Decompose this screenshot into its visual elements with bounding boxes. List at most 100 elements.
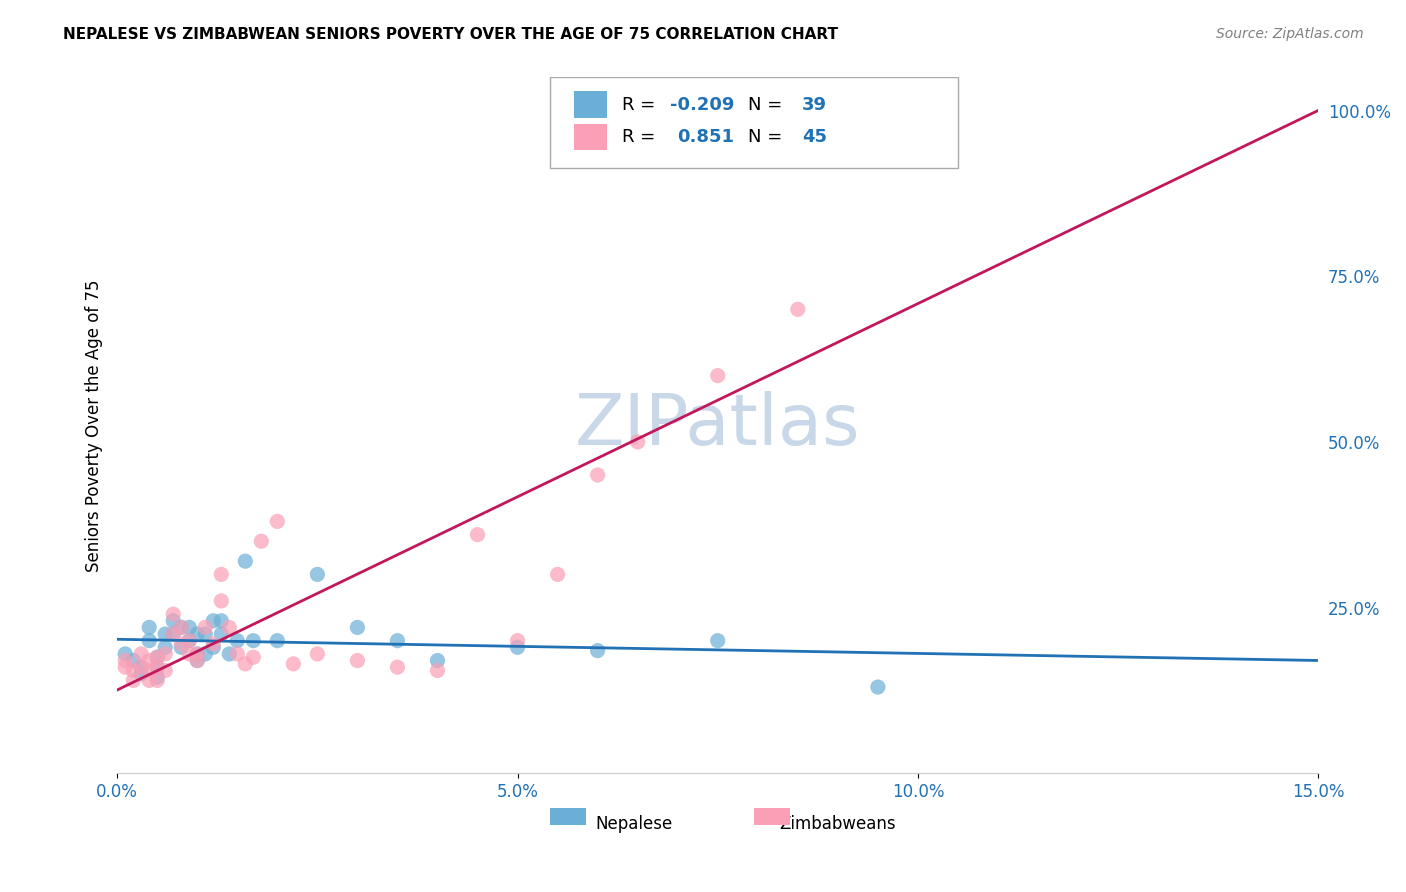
Text: 39: 39 [801, 95, 827, 113]
Point [209, 594, 232, 608]
Text: R =: R = [621, 95, 661, 113]
Point [114, 660, 136, 674]
Point [307, 647, 329, 661]
Point [586, 468, 609, 483]
Point [202, 640, 225, 655]
Bar [574, 91, 607, 118]
Point [283, 657, 305, 671]
Point [179, 633, 201, 648]
Text: Source: ZipAtlas.com: Source: ZipAtlas.com [1216, 27, 1364, 41]
Point [866, 123, 889, 137]
Point [209, 614, 232, 628]
Point [346, 654, 368, 668]
Point [586, 643, 609, 657]
Point [162, 627, 184, 641]
Point [155, 664, 177, 678]
Point [179, 647, 201, 661]
Point [226, 647, 249, 661]
Point [627, 434, 650, 449]
Point [250, 534, 273, 549]
Point [155, 647, 177, 661]
Text: NEPALESE VS ZIMBABWEAN SENIORS POVERTY OVER THE AGE OF 75 CORRELATION CHART: NEPALESE VS ZIMBABWEAN SENIORS POVERTY O… [63, 27, 838, 42]
Point [202, 637, 225, 651]
Text: ZIPatlas: ZIPatlas [575, 391, 860, 459]
Point [233, 657, 256, 671]
Point [170, 620, 193, 634]
Point [170, 640, 193, 655]
Point [426, 654, 449, 668]
Point [266, 515, 288, 529]
Point [122, 673, 145, 688]
Point [346, 620, 368, 634]
Point [138, 633, 160, 648]
Point [186, 647, 208, 661]
Point [114, 647, 136, 661]
Point [307, 567, 329, 582]
Point [146, 673, 169, 688]
Y-axis label: Seniors Poverty Over the Age of 75: Seniors Poverty Over the Age of 75 [86, 279, 103, 572]
Point [194, 620, 217, 634]
Point [506, 633, 529, 648]
Point [146, 670, 169, 684]
Point [162, 607, 184, 622]
Point [114, 654, 136, 668]
Point [186, 647, 208, 661]
Text: -0.209: -0.209 [669, 95, 734, 113]
Point [242, 650, 264, 665]
Point [138, 664, 160, 678]
Point [233, 554, 256, 568]
Bar [574, 124, 607, 151]
Point [226, 633, 249, 648]
Point [146, 660, 169, 674]
Point [218, 647, 240, 661]
Point [387, 633, 409, 648]
Point [129, 666, 152, 681]
Point [155, 640, 177, 655]
Point [138, 620, 160, 634]
Text: 45: 45 [801, 128, 827, 146]
Text: Nepalese: Nepalese [595, 815, 672, 833]
Point [146, 650, 169, 665]
Point [186, 654, 208, 668]
Text: 0.851: 0.851 [676, 128, 734, 146]
Point [179, 633, 201, 648]
Text: R =: R = [621, 128, 666, 146]
Bar [754, 808, 790, 825]
Point [122, 664, 145, 678]
Point [467, 527, 489, 541]
Point [170, 637, 193, 651]
Point [170, 620, 193, 634]
Point [706, 368, 728, 383]
Text: N =: N = [748, 128, 787, 146]
Point [129, 660, 152, 674]
Point [209, 567, 232, 582]
Text: Zimbabweans: Zimbabweans [779, 815, 896, 833]
Point [138, 673, 160, 688]
Text: N =: N = [748, 95, 787, 113]
Point [138, 654, 160, 668]
Point [866, 680, 889, 694]
Point [122, 654, 145, 668]
Point [387, 660, 409, 674]
Point [146, 650, 169, 665]
Point [218, 620, 240, 634]
Point [426, 664, 449, 678]
Point [202, 614, 225, 628]
Point [706, 633, 728, 648]
Point [209, 627, 232, 641]
Point [146, 660, 169, 674]
Point [179, 620, 201, 634]
Point [162, 614, 184, 628]
Point [266, 633, 288, 648]
Point [506, 640, 529, 655]
Point [129, 660, 152, 674]
Point [194, 647, 217, 661]
Point [186, 654, 208, 668]
Point [242, 633, 264, 648]
Point [162, 627, 184, 641]
Bar [550, 808, 586, 825]
Point [194, 627, 217, 641]
FancyBboxPatch shape [550, 78, 957, 168]
Point [186, 627, 208, 641]
Point [786, 302, 808, 317]
